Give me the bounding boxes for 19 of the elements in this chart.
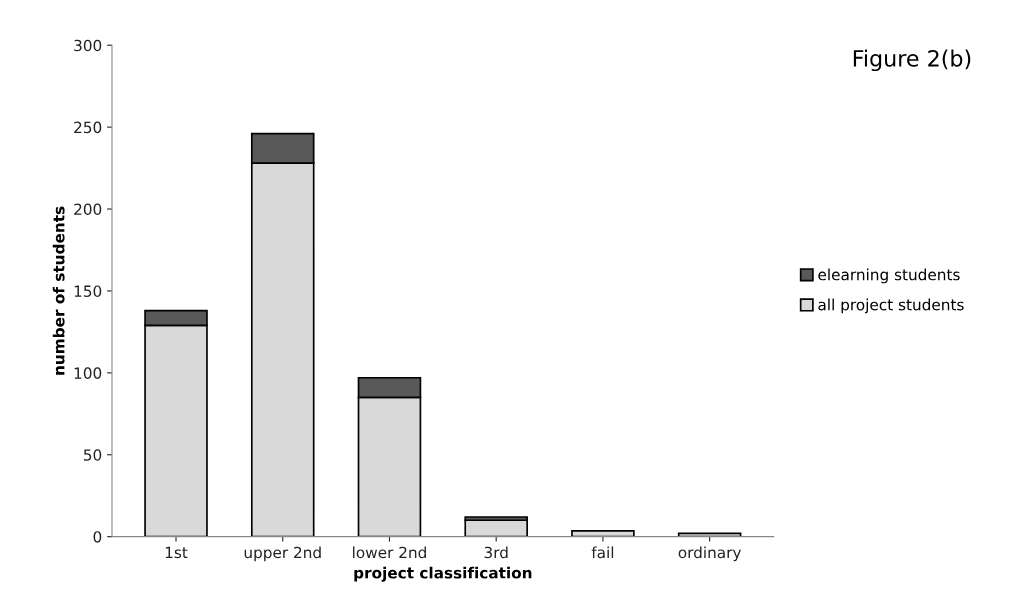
y-tick-label: 250 bbox=[74, 121, 102, 134]
x-axis-title: project classification bbox=[354, 566, 532, 582]
legend-label: elearning students bbox=[818, 268, 960, 284]
legend-label: all project students bbox=[818, 298, 964, 314]
bar bbox=[571, 530, 635, 537]
y-tick-label: 50 bbox=[84, 449, 102, 461]
y-axis-title: number of students bbox=[52, 206, 65, 375]
y-tick-label: 150 bbox=[74, 285, 102, 297]
x-tick-label: upper 2nd bbox=[244, 546, 321, 562]
x-tick-label: 3rd bbox=[484, 546, 508, 559]
x-tick-label: lower 2nd bbox=[353, 546, 426, 559]
x-tick-label: fail bbox=[591, 546, 614, 559]
y-tick-label: 100 bbox=[74, 367, 102, 379]
x-tick-label: ordinary bbox=[678, 546, 742, 562]
y-tick-label: 300 bbox=[74, 39, 102, 52]
x-tick-label: 1st bbox=[165, 546, 188, 559]
y-tick-label: 0 bbox=[93, 531, 102, 543]
y-tick-label: 200 bbox=[74, 203, 102, 216]
text: Figure 2(b) bbox=[853, 49, 971, 72]
